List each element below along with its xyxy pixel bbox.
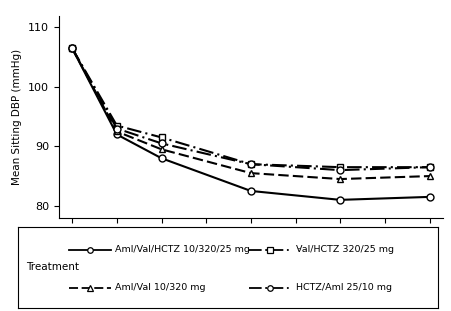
Text: Aml/Val/HCTZ 10/320/25 mg: Aml/Val/HCTZ 10/320/25 mg: [115, 245, 249, 254]
Text: ·: ·: [293, 243, 301, 256]
Text: HCTZ/Aml 25/10 mg: HCTZ/Aml 25/10 mg: [295, 283, 391, 292]
Text: Aml/Val 10/320 mg: Aml/Val 10/320 mg: [115, 283, 205, 292]
Text: Val/HCTZ 320/25 mg: Val/HCTZ 320/25 mg: [295, 245, 393, 254]
Y-axis label: Mean Sitting DBP (mmHg): Mean Sitting DBP (mmHg): [13, 49, 23, 185]
X-axis label: Week: Week: [234, 243, 267, 256]
Text: ·: ·: [293, 281, 301, 294]
Text: Treatment: Treatment: [27, 262, 79, 272]
